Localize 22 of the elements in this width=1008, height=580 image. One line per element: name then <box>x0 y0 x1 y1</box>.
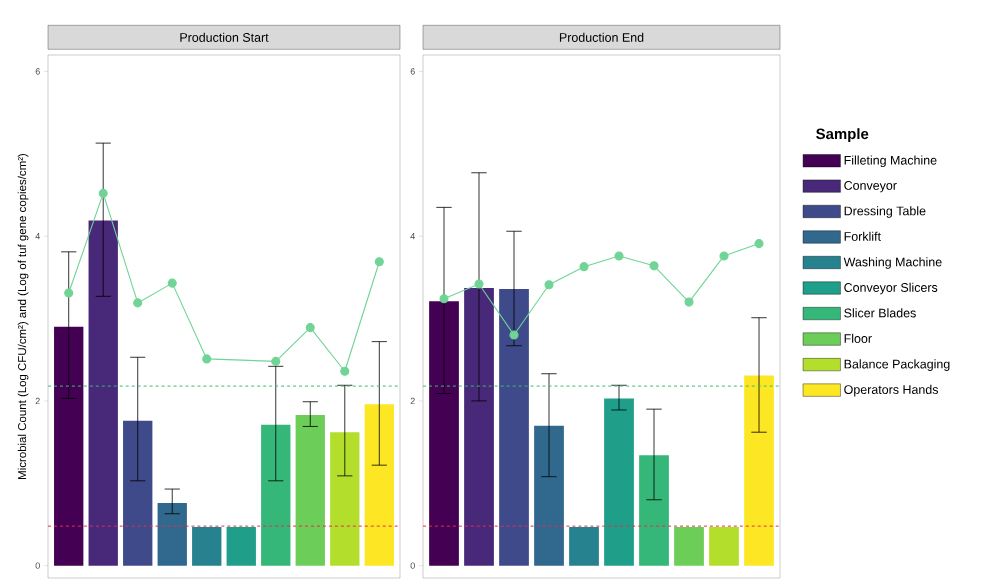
legend-label: Floor <box>844 333 872 343</box>
y-tick-label: 4 <box>35 233 40 240</box>
legend-title: Sample <box>816 128 869 143</box>
y-tick-label: 2 <box>35 397 40 405</box>
y-tick-label: 0 <box>35 562 40 569</box>
legend-label: Dressing Table <box>844 206 926 218</box>
chart-title: Production Start <box>180 32 269 42</box>
legend-label: Filleting Machine <box>844 155 937 168</box>
y-axis-title: Microbial Count (Log CFU/cm²) and (Log of tuf gene copies/cm²) <box>17 153 29 479</box>
legend-label: Conveyor <box>844 181 897 193</box>
y-tick-label: 0 <box>410 562 415 569</box>
chart-title: Production End <box>559 32 644 42</box>
legend-label: Conveyor Slicers <box>844 282 938 295</box>
y-tick-label: 4 <box>410 233 415 240</box>
y-tick-label: 6 <box>410 68 415 75</box>
legend-label: Washing Machine <box>843 257 942 269</box>
y-tick-label: 2 <box>410 397 415 405</box>
legend-label: Forklift <box>844 231 881 241</box>
legend-label: Slicer Blades <box>844 308 916 318</box>
legend-label: Operators Hands <box>844 384 939 397</box>
y-tick-label: 6 <box>35 68 40 75</box>
legend-label: Balance Packaging <box>844 359 950 371</box>
